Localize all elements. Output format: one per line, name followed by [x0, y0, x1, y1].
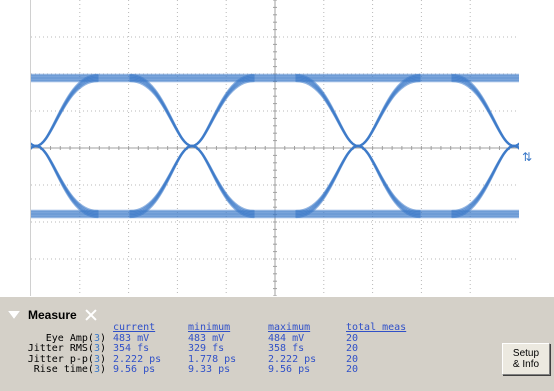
measurement-row-eye-amp[interactable]: Eye Amp(3) 483 mV 483 mV 484 mV 20 [45, 332, 359, 344]
eye-trace-path [295, 73, 421, 213]
header-current: current [113, 322, 156, 333]
eye-trace-path [129, 75, 255, 214]
value-total: 20 [346, 332, 359, 344]
header-maximum: maximum [268, 322, 311, 333]
eye-trace-path [129, 79, 255, 219]
value-minimum: 483 mV [188, 332, 225, 344]
eye-trace-path [295, 75, 421, 214]
eye-trace [31, 73, 519, 219]
eye-trace-path [129, 75, 255, 214]
eye-trace-path [129, 73, 255, 213]
measurement-label: Jitter RMS( [27, 343, 94, 354]
eye-trace-path [295, 75, 421, 214]
measure-tab[interactable]: Measure [8, 305, 97, 325]
eye-trace-path [295, 73, 421, 213]
measure-title: Measure [28, 308, 77, 322]
trigger-level-icon[interactable]: ⇅ [521, 150, 533, 164]
value-maximum: 358 fs [268, 343, 305, 354]
measurement-row-jitter-rms[interactable]: Jitter RMS(3) 354 fs 329 fs 358 fs 20 [27, 343, 359, 354]
value-current: 2.222 ps [113, 353, 162, 365]
measurement-table: current minimum maximum total meas Eye A… [0, 323, 500, 376]
eye-trace-path [295, 79, 421, 219]
value-total: 20 [346, 343, 359, 354]
eye-trace-path [31, 79, 99, 150]
chevron-down-icon[interactable] [8, 311, 20, 319]
value-current: 483 mV [113, 332, 150, 344]
header-total-meas: total meas [346, 322, 407, 333]
value-maximum: 2.222 ps [268, 353, 317, 365]
measurement-row-rise-time[interactable]: Rise time(3) 9.56 ps 9.33 ps 9.56 ps 20 [33, 364, 359, 375]
channel-number: 3 [93, 332, 100, 344]
measurement-label: Rise time( [33, 364, 94, 375]
value-current: 354 fs [113, 343, 150, 354]
eye-diagram-svg [31, 0, 519, 296]
eye-diagram-display[interactable] [30, 0, 519, 296]
value-minimum: 9.33 ps [188, 364, 231, 375]
eye-trace-path [129, 73, 255, 213]
eye-trace-path [295, 79, 421, 219]
setup-label: Setup [512, 348, 540, 359]
measure-panel: Measure current minimum maximum total me… [0, 296, 554, 391]
measurement-label: Jitter p-p( [27, 353, 94, 365]
info-label: & Info [512, 359, 540, 370]
value-minimum: 329 fs [188, 343, 225, 354]
value-current: 9.56 ps [113, 364, 156, 375]
eye-trace-path [451, 142, 519, 219]
value-total: 20 [346, 364, 359, 375]
measurement-header-row: current minimum maximum total meas [0, 323, 500, 334]
header-minimum: minimum [188, 322, 231, 333]
measurement-label: Eye Amp( [45, 332, 94, 344]
value-minimum: 1.778 ps [188, 353, 237, 365]
value-maximum: 9.56 ps [268, 364, 311, 375]
channel-number: 3 [93, 364, 100, 375]
channel-number: 3 [93, 343, 100, 354]
channel-number: 3 [93, 353, 100, 365]
value-maximum: 484 mV [268, 332, 305, 344]
value-total: 20 [346, 353, 359, 365]
measurement-row-jitter-pp[interactable]: Jitter p-p(3) 2.222 ps 1.778 ps 2.222 ps… [27, 353, 359, 365]
setup-info-button[interactable]: Setup & Info [502, 343, 550, 375]
close-icon[interactable] [85, 309, 97, 321]
eye-trace-path [129, 79, 255, 219]
